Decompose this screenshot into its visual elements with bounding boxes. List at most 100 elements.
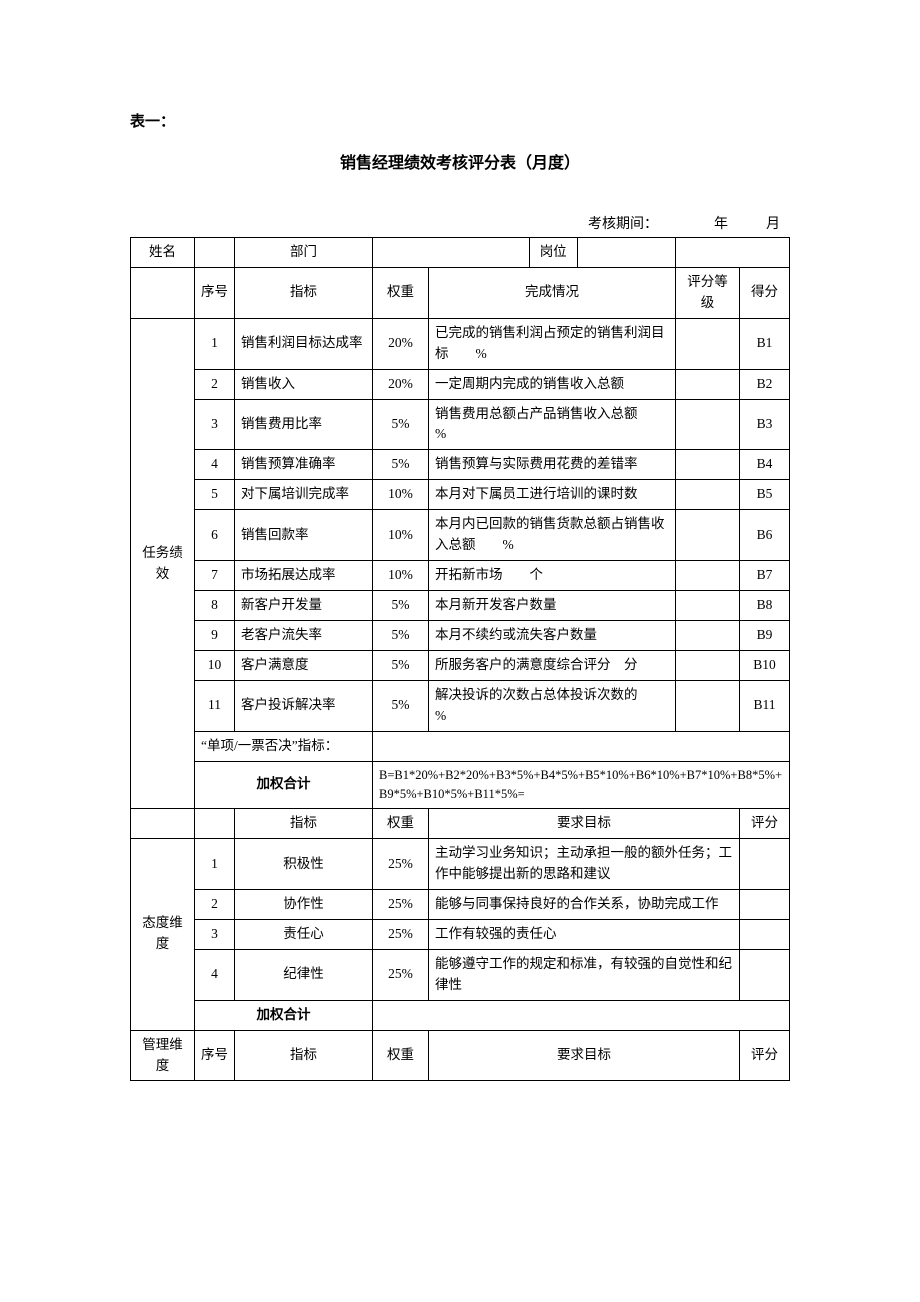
cell-no: 2 xyxy=(195,890,235,920)
cell-indicator: 纪律性 xyxy=(235,949,373,1000)
label-seq2: 序号 xyxy=(195,1030,235,1081)
label-score: 得分 xyxy=(740,267,790,318)
cell-no: 3 xyxy=(195,919,235,949)
cell-score: B1 xyxy=(740,318,790,369)
cell-weight: 5% xyxy=(373,590,429,620)
label-name: 姓名 xyxy=(131,238,195,268)
cell-weight: 25% xyxy=(373,839,429,890)
page-title: 销售经理绩效考核评分表（月度） xyxy=(130,149,790,173)
cell-indicator: 销售回款率 xyxy=(235,510,373,561)
dept-post-cell: 岗位 xyxy=(373,238,676,268)
cell-desc: 已完成的销售利润占预定的销售利润目标 % xyxy=(429,318,676,369)
label-rating2: 评分 xyxy=(740,809,790,839)
cell-indicator: 对下属培训完成率 xyxy=(235,480,373,510)
cell-no: 11 xyxy=(195,680,235,731)
label-seq: 序号 xyxy=(195,267,235,318)
info-row: 姓名 部门 岗位 xyxy=(131,238,790,268)
cell-no: 2 xyxy=(195,369,235,399)
cell-rating xyxy=(740,890,790,920)
label-completion: 完成情况 xyxy=(429,267,676,318)
cell-rating xyxy=(676,680,740,731)
year-unit: 年 xyxy=(714,213,728,233)
cell-rating xyxy=(676,369,740,399)
attitude-total-row: 加权合计 xyxy=(131,1000,790,1030)
cell-weight: 20% xyxy=(373,369,429,399)
table-row: 态度维度 1 积极性 25% 主动学习业务知识；主动承担一般的额外任务；工作中能… xyxy=(131,839,790,890)
cell-score: B7 xyxy=(740,561,790,591)
cell-indicator: 销售收入 xyxy=(235,369,373,399)
cell-desc: 解决投诉的次数占总体投诉次数的 % xyxy=(429,680,676,731)
cell-rating xyxy=(676,399,740,450)
cell-weight: 25% xyxy=(373,919,429,949)
label-weight2: 权重 xyxy=(373,809,429,839)
cell-weight: 10% xyxy=(373,510,429,561)
table-row: 10 客户满意度 5% 所服务客户的满意度综合评分 分 B10 xyxy=(131,650,790,680)
name-value xyxy=(195,238,235,268)
table-row: 4 销售预算准确率 5% 销售预算与实际费用花费的差错率 B4 xyxy=(131,450,790,480)
table-row: 8 新客户开发量 5% 本月新开发客户数量 B8 xyxy=(131,590,790,620)
label-indicator2: 指标 xyxy=(235,809,373,839)
table-row: 3 销售费用比率 5% 销售费用总额占产品销售收入总额 % B3 xyxy=(131,399,790,450)
weighted-formula: B=B1*20%+B2*20%+B3*5%+B4*5%+B5*10%+B6*10… xyxy=(373,761,790,809)
cell-score: B2 xyxy=(740,369,790,399)
cell-score: B4 xyxy=(740,450,790,480)
cell-rating xyxy=(740,839,790,890)
attitude-total-value xyxy=(373,1000,790,1030)
cell-no: 4 xyxy=(195,450,235,480)
cell-desc: 本月对下属员工进行培训的课时数 xyxy=(429,480,676,510)
weighted-total-label: 加权合计 xyxy=(195,761,373,809)
cell-no: 3 xyxy=(195,399,235,450)
cell-weight: 5% xyxy=(373,399,429,450)
segment-attitude: 态度维度 xyxy=(131,839,195,1030)
cell-score: B5 xyxy=(740,480,790,510)
cell-rating xyxy=(676,561,740,591)
veto-label: “单项/一票否决”指标： xyxy=(195,731,373,761)
cell-indicator: 新客户开发量 xyxy=(235,590,373,620)
cell-score: B9 xyxy=(740,620,790,650)
label-post: 岗位 xyxy=(530,238,578,267)
label-weight3: 权重 xyxy=(373,1030,429,1081)
assessment-period: 考核期间： 年 月 xyxy=(130,213,790,233)
cell-rating xyxy=(676,510,740,561)
cell-indicator: 市场拓展达成率 xyxy=(235,561,373,591)
table-row: 3 责任心 25% 工作有较强的责任心 xyxy=(131,919,790,949)
weighted-total-label2: 加权合计 xyxy=(195,1000,373,1030)
cell-rating xyxy=(676,450,740,480)
table-row: 任务绩效 1 销售利润目标达成率 20% 已完成的销售利润占预定的销售利润目标 … xyxy=(131,318,790,369)
cell-score: B11 xyxy=(740,680,790,731)
table-row: 5 对下属培训完成率 10% 本月对下属员工进行培训的课时数 B5 xyxy=(131,480,790,510)
cell-desc: 本月不续约或流失客户数量 xyxy=(429,620,676,650)
cell-no: 1 xyxy=(195,318,235,369)
month-unit: 月 xyxy=(766,213,780,233)
cell-desc: 本月内已回款的销售货款总额占销售收入总额 % xyxy=(429,510,676,561)
cell-weight: 10% xyxy=(373,480,429,510)
dept-value xyxy=(373,238,530,267)
label-target: 要求目标 xyxy=(429,809,740,839)
cell-no: 1 xyxy=(195,839,235,890)
cell-weight: 20% xyxy=(373,318,429,369)
cell-rating xyxy=(740,949,790,1000)
cell-rating xyxy=(676,318,740,369)
cell-score: B6 xyxy=(740,510,790,561)
month-slot xyxy=(734,213,760,233)
post-value-ext xyxy=(676,238,790,268)
segment-manage: 管理维度 xyxy=(131,1030,195,1081)
post-value xyxy=(578,238,675,267)
cell-weight: 5% xyxy=(373,650,429,680)
cell-indicator: 老客户流失率 xyxy=(235,620,373,650)
cell-no: 10 xyxy=(195,650,235,680)
cell-indicator: 协作性 xyxy=(235,890,373,920)
cell-no: 4 xyxy=(195,949,235,1000)
manage-header-row: 管理维度 序号 指标 权重 要求目标 评分 xyxy=(131,1030,790,1081)
cell-weight: 10% xyxy=(373,561,429,591)
label-target2: 要求目标 xyxy=(429,1030,740,1081)
veto-row: “单项/一票否决”指标： xyxy=(131,731,790,761)
cell-indicator: 销售预算准确率 xyxy=(235,450,373,480)
cell-indicator: 积极性 xyxy=(235,839,373,890)
cell-no: 5 xyxy=(195,480,235,510)
attitude-header-row: 指标 权重 要求目标 评分 xyxy=(131,809,790,839)
table-row: 2 协作性 25% 能够与同事保持良好的合作关系，协助完成工作 xyxy=(131,890,790,920)
cell-desc: 能够与同事保持良好的合作关系，协助完成工作 xyxy=(429,890,740,920)
cell-weight: 5% xyxy=(373,450,429,480)
evaluation-table: 姓名 部门 岗位 序号 指标 权重 完成情况 评分等级 得分 任务绩效 1 销售… xyxy=(130,237,790,1081)
